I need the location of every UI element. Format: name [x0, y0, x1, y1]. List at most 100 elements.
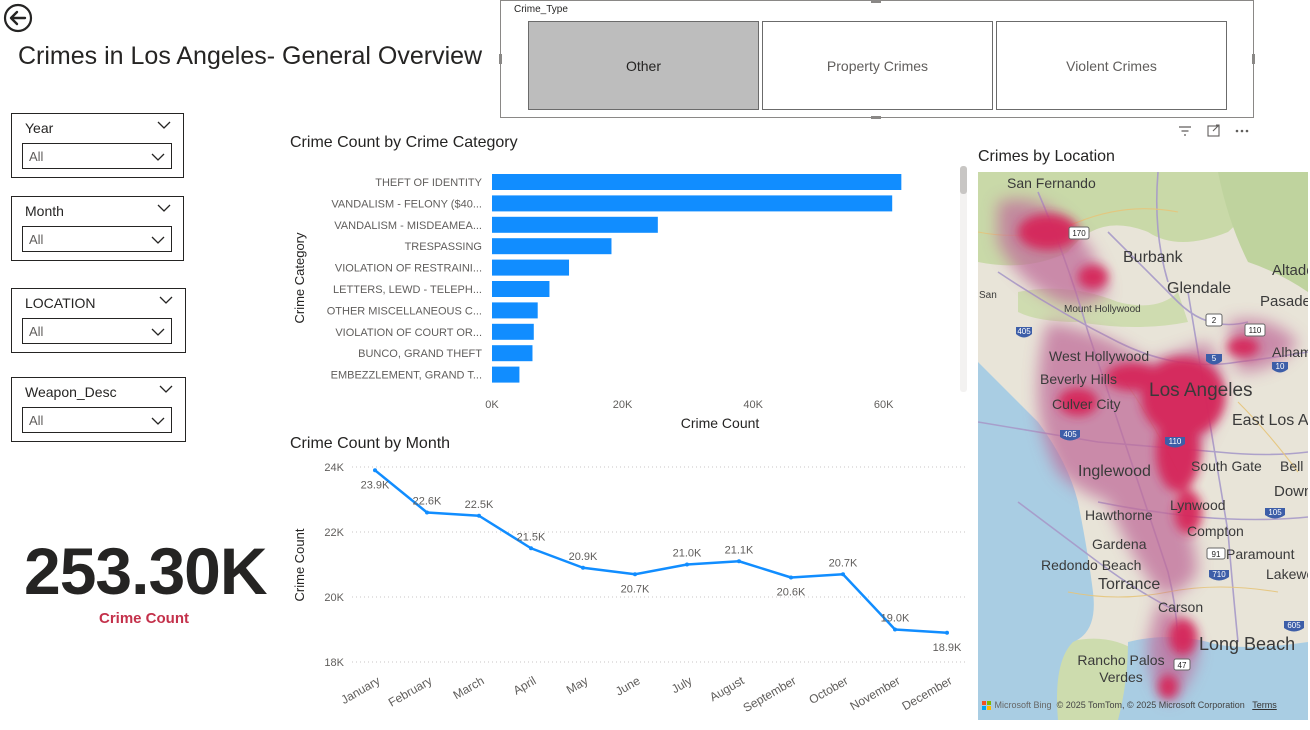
resize-handle[interactable]	[1252, 54, 1255, 64]
road-shield-label: 605	[1287, 621, 1301, 630]
line-point[interactable]	[841, 572, 845, 577]
map-label: Burbank	[1123, 249, 1183, 266]
road-shield-label: 2	[1212, 316, 1217, 325]
bar-category-label: VIOLATION OF RESTRAINI...	[335, 263, 482, 275]
year-slicer: Year All	[11, 113, 184, 178]
location-dropdown-value: All	[29, 324, 44, 339]
map-label: Torrance	[1098, 576, 1161, 593]
x-tick-label: December	[900, 673, 955, 713]
map-label: East Los Angeles	[1232, 412, 1308, 429]
bar[interactable]	[492, 366, 520, 383]
resize-handle[interactable]	[871, 0, 881, 3]
tile-other[interactable]: Other	[528, 21, 759, 110]
map-label: Paramount	[1226, 546, 1295, 562]
bar-category-label: BUNCO, GRAND THEFT	[358, 348, 482, 360]
y-axis-title: Crime Category	[292, 232, 307, 324]
x-tick-label: July	[669, 673, 694, 696]
line-point[interactable]	[477, 513, 481, 518]
month-slicer: Month All	[11, 196, 184, 261]
line-point[interactable]	[425, 510, 429, 515]
microsoft-logo-icon	[982, 700, 992, 711]
bar[interactable]	[492, 345, 533, 362]
data-label: 20.7K	[621, 583, 650, 595]
map-terms-link[interactable]: Terms	[1252, 700, 1277, 710]
weapon-slicer-label: Weapon_Desc	[25, 384, 117, 400]
y-axis-title: Crime Count	[292, 528, 307, 601]
line-point[interactable]	[893, 627, 897, 632]
location-dropdown[interactable]: All	[22, 318, 172, 344]
bar[interactable]	[492, 323, 534, 340]
tile-violent-crimes[interactable]: Violent Crimes	[996, 21, 1227, 110]
year-dropdown[interactable]: All	[22, 143, 172, 169]
map-label: Pasadena	[1260, 293, 1308, 310]
chevron-down-icon[interactable]	[157, 203, 171, 213]
map-label: Lakewood	[1266, 566, 1308, 582]
road-shield-label: 170	[1072, 229, 1086, 238]
map-title: Crimes by Location	[978, 148, 1115, 165]
bar-chart-title: Crime Count by Crime Category	[290, 134, 518, 151]
line-point[interactable]	[373, 468, 377, 473]
line-point[interactable]	[737, 559, 741, 564]
bar[interactable]	[492, 302, 538, 319]
tile-property-crimes[interactable]: Property Crimes	[762, 21, 993, 110]
chevron-down-icon[interactable]	[159, 384, 173, 394]
map-label: Altadena	[1272, 262, 1308, 279]
map-brand: Microsoft Bing	[994, 700, 1052, 710]
bar[interactable]	[492, 174, 902, 190]
bar-category-label: EMBEZZLEMENT, GRAND T...	[331, 370, 482, 382]
location-slicer: LOCATION All	[11, 288, 186, 353]
line-point[interactable]	[945, 630, 949, 635]
weapon-dropdown[interactable]: All	[22, 407, 172, 433]
line-point[interactable]	[581, 565, 585, 570]
line-series[interactable]	[374, 469, 948, 634]
map-copyright: © 2025 TomTom, © 2025 Microsoft Corporat…	[1056, 700, 1245, 710]
x-tick-label: 60K	[874, 399, 894, 411]
line-point[interactable]	[789, 575, 793, 580]
map-label: Alhambra	[1272, 344, 1308, 360]
line-point[interactable]	[633, 572, 637, 577]
chevron-down-icon[interactable]	[157, 120, 171, 130]
focus-mode-icon[interactable]	[1206, 124, 1222, 138]
line-point[interactable]	[685, 562, 689, 567]
map-label: Gardena	[1092, 536, 1147, 552]
road-shield-label: 10	[1276, 362, 1285, 371]
resize-handle[interactable]	[499, 54, 502, 64]
bar[interactable]	[492, 216, 658, 233]
bar[interactable]	[492, 281, 550, 297]
chevron-down-icon[interactable]	[159, 295, 173, 305]
chevron-down-icon	[151, 153, 165, 161]
bar[interactable]	[492, 259, 570, 276]
map-background	[978, 172, 1308, 720]
more-options-icon[interactable]	[1234, 124, 1250, 138]
crime-heat-map[interactable]: San Fernando Burbank Glendale Altadena P…	[978, 172, 1308, 720]
map-label: Santa Monica	[979, 290, 997, 301]
map-label: West Hollywood	[1049, 348, 1150, 364]
month-dropdown[interactable]: All	[22, 226, 172, 252]
chevron-down-icon	[151, 417, 165, 425]
scrollbar-track[interactable]	[960, 166, 967, 392]
bar-chart: THEFT OF IDENTITY VANDALISM - FELONY ($40…	[292, 166, 967, 431]
chevron-down-icon	[151, 236, 165, 244]
filter-icon[interactable]	[1177, 124, 1193, 138]
back-button[interactable]	[3, 3, 33, 33]
bar[interactable]	[492, 238, 612, 255]
map-label: Hawthorne	[1085, 507, 1153, 523]
map-label: Compton	[1187, 523, 1244, 539]
scrollbar-thumb[interactable]	[960, 166, 967, 194]
x-tick-label: June	[613, 673, 643, 698]
resize-handle[interactable]	[871, 116, 881, 119]
x-tick-label: September	[741, 673, 799, 714]
bar-category-label: VANDALISM - FELONY ($40...	[331, 198, 482, 210]
page-title: Crimes in Los Angeles- General Overview	[18, 42, 483, 70]
line-point[interactable]	[529, 546, 533, 551]
data-label: 20.7K	[829, 557, 858, 569]
map-label: Culver City	[1052, 396, 1121, 412]
data-label: 19.0K	[881, 613, 910, 625]
x-axis-title: Crime Count	[681, 415, 760, 431]
line-chart-title: Crime Count by Month	[290, 435, 451, 452]
map-label: Carson	[1158, 599, 1204, 615]
map-label: Long Beach	[1199, 634, 1296, 654]
bar[interactable]	[492, 195, 893, 212]
chevron-down-icon	[151, 328, 165, 336]
line-chart: 18K 20K 22K 24K 23.9K January 22.6K February 22.…	[292, 462, 968, 715]
